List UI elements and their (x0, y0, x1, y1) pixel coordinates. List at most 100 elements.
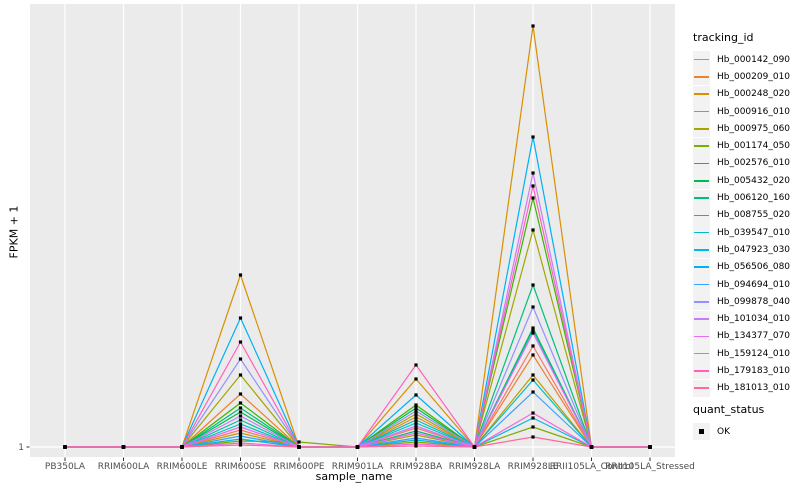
legend-item: Hb_134377_070 (693, 327, 791, 345)
legend-item-label: Hb_134377_070 (717, 331, 791, 342)
x-tick-label: PB350LA (45, 462, 86, 472)
legend-key-box (693, 224, 710, 242)
x-tick-label: RRIM928LE (508, 462, 559, 472)
legend-line-swatch-icon (694, 76, 709, 78)
legend-item-label: Hb_101034_010 (717, 314, 791, 325)
legend-item: Hb_000209_010 (693, 68, 791, 86)
legend-line-swatch-icon (694, 197, 709, 199)
legend-item: Hb_056506_080 (693, 258, 791, 276)
legend-key-box (693, 137, 710, 155)
legend-item-label: Hb_094694_010 (717, 279, 791, 290)
legend-key-box (693, 293, 710, 311)
legend-item-label: OK (717, 426, 730, 437)
legend-line-swatch-icon (694, 162, 709, 165)
legend-key-box (693, 379, 710, 397)
legend-title: tracking_id (693, 31, 754, 44)
legend-item-label: Hb_001174_050 (717, 141, 791, 152)
legend-item-label: Hb_000142_090 (717, 54, 791, 65)
x-tick-label: RRII105LA_Stressed (605, 462, 695, 472)
legend-key-box (693, 327, 710, 345)
legend-item-label: Hb_005432_020 (717, 175, 791, 186)
legend-item: Hb_047923_030 (693, 241, 791, 259)
legend-line-swatch-icon (694, 145, 709, 147)
legend-key-box (693, 362, 710, 380)
legend-item: Hb_005432_020 (693, 172, 791, 190)
legend-item: Hb_002576_010 (693, 154, 791, 172)
legend-key-box (693, 68, 710, 86)
x-tick-label: RRIM928BA (390, 462, 443, 472)
legend-item: Hb_000248_020 (693, 85, 791, 103)
legend-key-box (693, 345, 710, 363)
y-axis-title: FPKM + 1 (7, 205, 21, 259)
x-tick-labels: PB350LA RRIM600LA RRIM600LE RRIM600SE RRIM60… (45, 462, 695, 472)
axis-ticks (26, 446, 651, 461)
legend-item: Hb_099878_040 (693, 293, 791, 311)
legend-item-label: Hb_159124_010 (717, 348, 791, 359)
legend-item-label: Hb_056506_080 (717, 262, 791, 273)
legend-item-label: Hb_006120_160 (717, 193, 791, 204)
legend-key-box (693, 51, 710, 69)
legend-key-box (693, 310, 710, 328)
legend-key-box (693, 154, 710, 172)
legend-item-label: Hb_039547_010 (717, 227, 791, 238)
legend-item: Hb_181013_010 (693, 379, 791, 397)
legend-key-box (693, 206, 710, 224)
legend-key-box (693, 423, 710, 441)
legend-key-box (693, 120, 710, 138)
legend-item-label: Hb_047923_030 (717, 244, 791, 255)
legend-item: Hb_000916_010 (693, 103, 790, 121)
legend2-title: quant_status (693, 403, 765, 416)
legend-line-swatch-icon (694, 370, 709, 372)
legend-item: Hb_094694_010 (693, 276, 790, 293)
legend-item: Hb_000142_090 (693, 51, 791, 69)
legend-line-swatch-icon (694, 58, 709, 61)
legend-line-swatch-icon (694, 352, 709, 355)
legend-item-label: Hb_179183_010 (717, 365, 791, 376)
legend-key-box (693, 189, 710, 207)
legend-line-swatch-icon (694, 110, 709, 113)
legend-key-box (693, 172, 710, 190)
x-tick-label: RRIM600PE (273, 462, 325, 472)
data-points (63, 24, 652, 449)
legend-key-box (693, 241, 710, 259)
legend-item-label: Hb_002576_010 (717, 158, 791, 169)
legend-item-label: Hb_008755_020 (717, 210, 791, 221)
legend-line-swatch-icon (694, 214, 709, 217)
legend-line-swatch-icon (694, 128, 709, 130)
legend-item: Hb_039547_010 (693, 224, 791, 242)
x-tick-label: RRIM600SE (215, 462, 267, 472)
legend-key-box (693, 103, 710, 121)
legend-item-label: Hb_099878_040 (717, 296, 791, 307)
legend-item: Hb_006120_160 (693, 189, 791, 207)
legend-line-swatch-icon (694, 318, 709, 320)
legend-line-swatch-icon (694, 93, 709, 96)
legend-line-swatch-icon (694, 335, 709, 338)
x-tick-label: RRIM600LE (157, 462, 208, 472)
legend-tracking-id: tracking_id Hb_000142_090 Hb_000209_010 Hb… (693, 31, 790, 397)
legend-quant-status: quant_status OK (693, 403, 765, 441)
legend-item-label: Hb_000975_060 (717, 123, 791, 134)
legend-key-box (693, 85, 710, 103)
legend-item-label: Hb_181013_010 (717, 383, 791, 394)
legend-entries: Hb_000142_090 Hb_000209_010 Hb_000248_020 H… (693, 51, 790, 397)
legend-item-label: Hb_000209_010 (717, 71, 791, 82)
legend-line-swatch-icon (694, 231, 709, 234)
legend-item: Hb_000975_060 (693, 120, 791, 138)
x-axis-title: sample_name (315, 470, 393, 483)
legend-key-box (693, 258, 710, 276)
y-tick-label: 1 (18, 443, 24, 453)
legend-item: Hb_159124_010 (693, 345, 791, 363)
legend-item-label: Hb_000248_020 (717, 89, 791, 100)
legend-line-swatch-icon (694, 387, 709, 390)
legend-line-swatch-icon (694, 266, 709, 268)
legend-line-swatch-icon (694, 249, 709, 251)
legend-line-swatch-icon (694, 179, 709, 182)
x-tick-label: RRIM600LA (98, 462, 150, 472)
legend-line-swatch-icon (694, 283, 709, 286)
x-tick-label: RRIM901LA (332, 462, 384, 472)
legend-item: Hb_101034_010 (693, 310, 791, 328)
legend-key-box (693, 276, 710, 293)
x-tick-label: RRIM928LA (449, 462, 501, 472)
